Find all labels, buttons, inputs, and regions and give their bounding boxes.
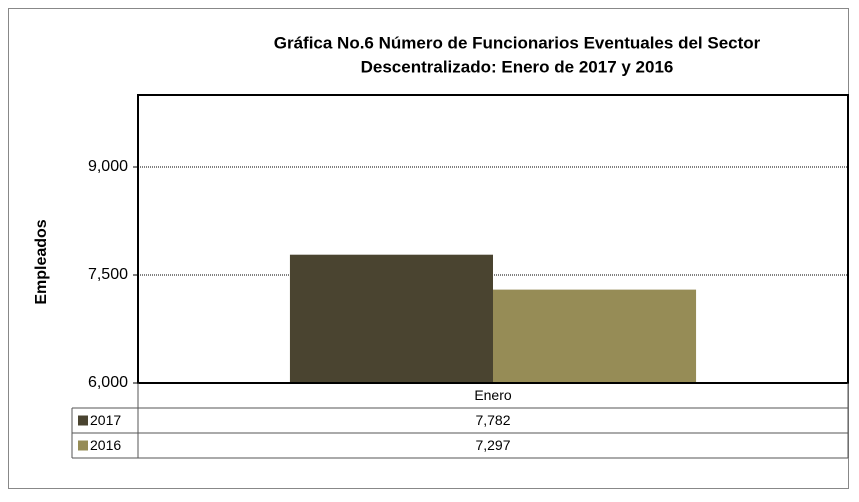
- y-tick-label: 9,000: [88, 158, 128, 175]
- bar: [289, 254, 493, 383]
- bar: [493, 289, 697, 383]
- chart-title: Descentralizado: Enero de 2017 y 2016: [361, 57, 674, 76]
- y-tick-label: 6,000: [88, 374, 128, 391]
- legend-label: 2017: [90, 412, 121, 428]
- legend-swatch: [78, 415, 88, 426]
- y-tick-label: 7,500: [88, 266, 128, 283]
- x-tick-label: Enero: [474, 387, 512, 403]
- chart-title: Gráfica No.6 Número de Funcionarios Even…: [274, 33, 761, 52]
- chart-border: [8, 8, 849, 489]
- plot-frame: [137, 94, 849, 384]
- table-value: 7,782: [475, 412, 510, 428]
- legend-swatch: [78, 440, 88, 451]
- y-axis-label: Empleados: [33, 219, 50, 304]
- legend-label: 2016: [90, 437, 121, 453]
- table-value: 7,297: [475, 437, 510, 453]
